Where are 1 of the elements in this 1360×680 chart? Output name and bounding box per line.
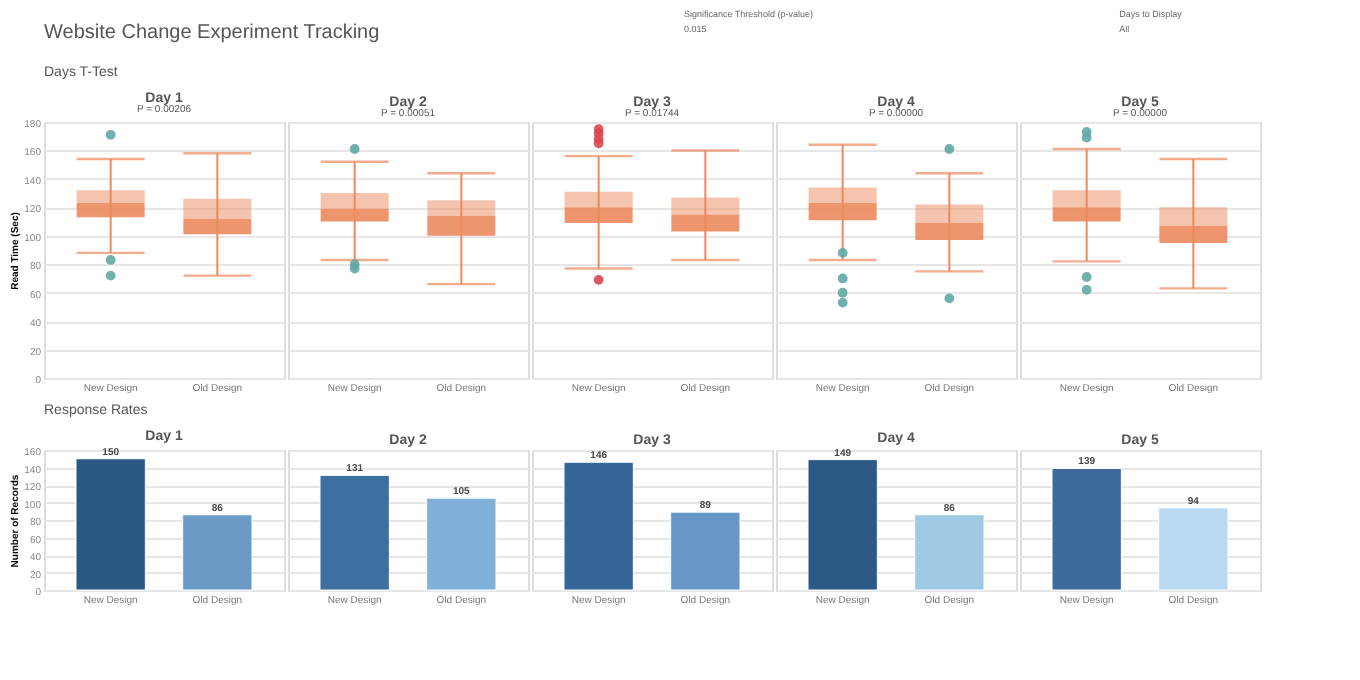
text: Website Change Experiment Tracking xyxy=(44,22,380,44)
